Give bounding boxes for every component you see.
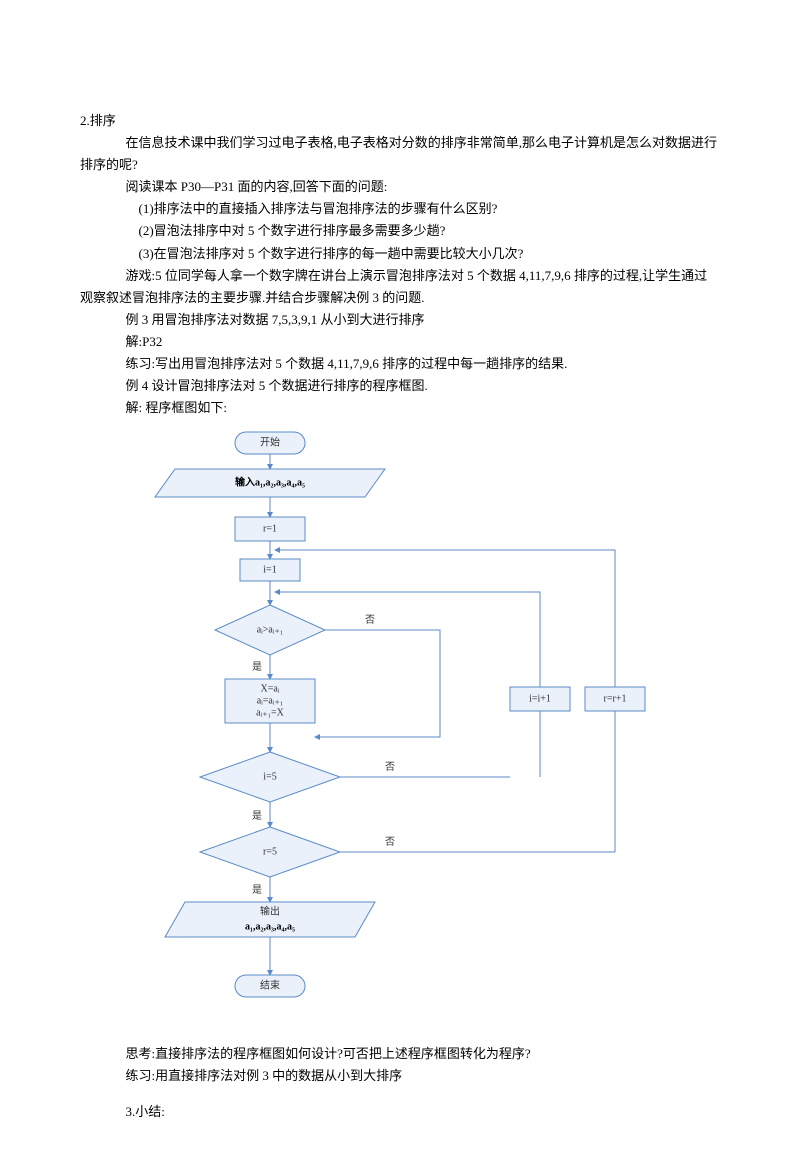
body-text: 例 3 用冒泡排序法对数据 7,5,3,9,1 从小到大进行排序 xyxy=(80,309,720,331)
edge-yes: 是 xyxy=(252,810,262,822)
edge-yes: 是 xyxy=(252,884,262,896)
document-page: 2.排序 在信息技术课中我们学习过电子表格,电子表格对分数的排序非常简单,那么电… xyxy=(0,0,800,1163)
node-incr: r=r+1 xyxy=(604,694,627,705)
node-i1: i=1 xyxy=(263,565,276,576)
body-text: 练习:写出用冒泡排序法对 5 个数据 4,11,7,9,6 排序的过程中每一趟排… xyxy=(80,353,720,375)
node-swap-1: X=aᵢ xyxy=(261,684,280,695)
node-i5: i=5 xyxy=(263,772,276,783)
node-cmp: aᵢ>aᵢ₊₁ xyxy=(257,625,284,636)
body-text: 练习:用直接排序法对例 3 中的数据从小到大排序 xyxy=(80,1065,720,1087)
flowchart: 开始 输入a₁,a₂,a₃,a₄,a₅ r=1 i=1 aᵢ>aᵢ₊₁ 是 否 xyxy=(140,427,660,1037)
node-start: 开始 xyxy=(260,436,280,449)
body-text: 阅读课本 P30—P31 面的内容,回答下面的问题: xyxy=(80,176,720,198)
edge-no: 否 xyxy=(365,614,375,626)
body-text: 游戏:5 位同学每人拿一个数字牌在讲台上演示冒泡排序法对 5 个数据 4,11,… xyxy=(80,265,720,309)
body-text: 例 4 设计冒泡排序法对 5 个数据进行排序的程序框图. xyxy=(80,375,720,397)
list-item: (1)排序法中的直接插入排序法与冒泡排序法的步骤有什么区别? xyxy=(80,198,720,220)
node-end: 结束 xyxy=(260,979,280,992)
node-swap-2: aᵢ=aᵢ₊₁ xyxy=(257,696,284,707)
section-heading: 2.排序 xyxy=(80,110,720,132)
node-output-top: 输出 xyxy=(260,905,280,918)
list-item: (3)在冒泡法排序对 5 个数字进行排序的每一趟中需要比较大小几次? xyxy=(80,243,720,265)
edge-no: 否 xyxy=(385,761,395,773)
section-heading: 3.小结: xyxy=(80,1101,720,1123)
flowchart-svg: 开始 输入a₁,a₂,a₃,a₄,a₅ r=1 i=1 aᵢ>aᵢ₊₁ 是 否 xyxy=(140,427,660,1037)
node-inci: i=i+1 xyxy=(529,694,551,705)
edge-yes: 是 xyxy=(252,661,262,673)
node-r1: r=1 xyxy=(263,524,277,535)
body-text: 解:P32 xyxy=(80,331,720,353)
body-text: 思考:直接排序法的程序框图如何设计?可否把上述程序框图转化为程序? xyxy=(80,1043,720,1065)
node-input: 输入a₁,a₂,a₃,a₄,a₅ xyxy=(235,476,305,489)
node-swap-3: aᵢ₊₁=X xyxy=(256,708,284,719)
node-output-bot: a₁,a₂,a₃,a₄,a₅ xyxy=(245,922,295,933)
body-text: 解: 程序框图如下: xyxy=(80,397,720,419)
list-item: (2)冒泡法排序中对 5 个数字进行排序最多需要多少趟? xyxy=(80,220,720,242)
edge-no: 否 xyxy=(385,836,395,848)
node-r5: r=5 xyxy=(263,847,277,858)
body-text: 在信息技术课中我们学习过电子表格,电子表格对分数的排序非常简单,那么电子计算机是… xyxy=(80,132,720,176)
